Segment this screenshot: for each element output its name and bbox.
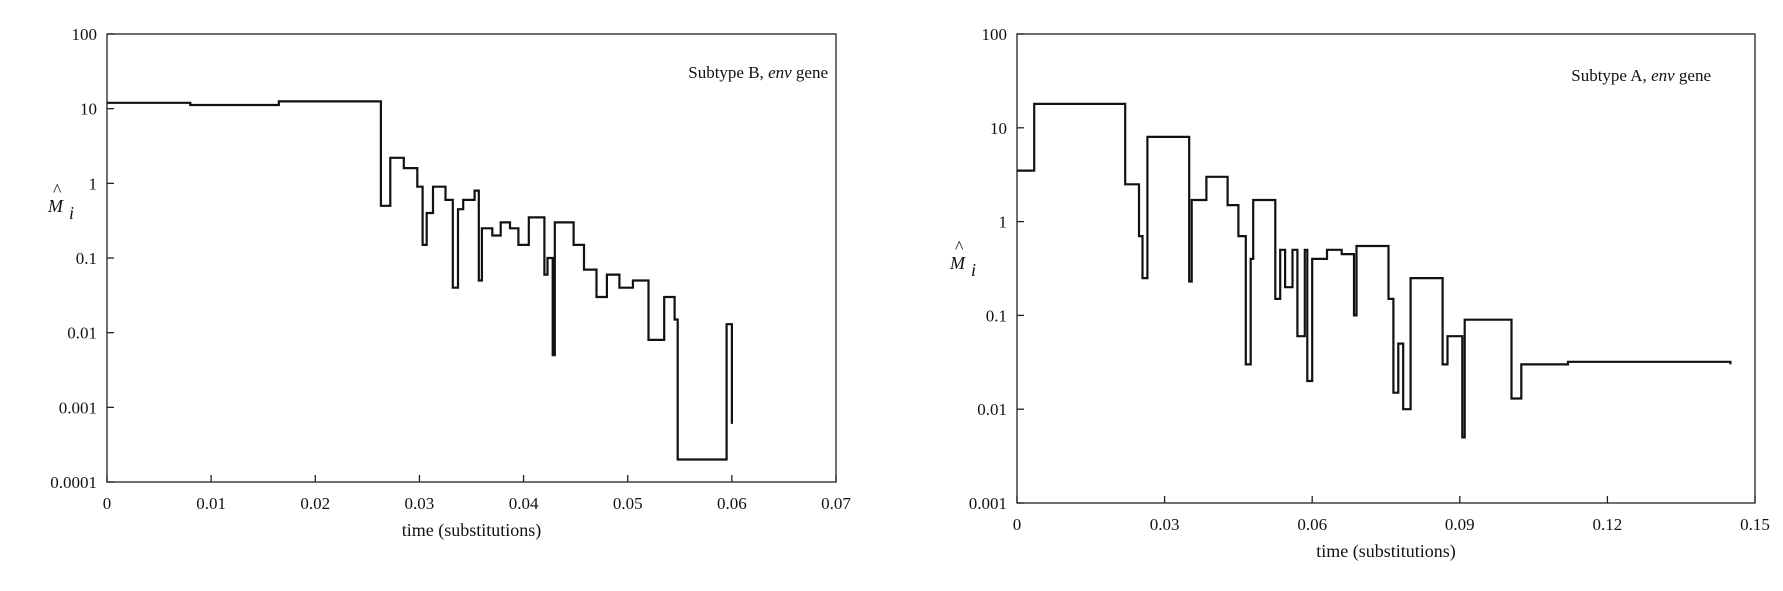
- x-tick-label: 0.05: [613, 494, 643, 513]
- x-tick-label: 0.06: [717, 494, 747, 513]
- y-axis-label-hat: ^: [53, 180, 62, 200]
- annotation-suffix: gene: [1675, 66, 1711, 85]
- y-tick-label: 10: [990, 119, 1007, 138]
- annotation-gene: env: [768, 63, 792, 82]
- x-tick-label: 0.01: [196, 494, 226, 513]
- x-tick-label: 0.03: [405, 494, 435, 513]
- y-tick-label: 0.001: [969, 494, 1007, 513]
- y-axis-label-subscript: i: [971, 260, 976, 280]
- x-tick-label: 0.04: [509, 494, 539, 513]
- plot-frame: [1016, 33, 1756, 504]
- y-tick-label: 0.01: [977, 400, 1007, 419]
- y-tick-label: 100: [982, 25, 1008, 44]
- chart-annotation: Subtype A, env gene: [1571, 66, 1711, 85]
- x-tick-label: 0: [103, 494, 112, 513]
- x-tick-label: 0.03: [1150, 515, 1180, 534]
- x-axis-label: time (substitutions): [402, 520, 542, 541]
- y-tick-label: 0.1: [76, 249, 97, 268]
- y-axis-label-base: M: [949, 253, 966, 273]
- x-tick-label: 0: [1013, 515, 1022, 534]
- x-tick-label: 0.07: [821, 494, 851, 513]
- chart-subtype-a: 0 0.03 0.06 0.09 0.12 0.15 0.001 0.01 0.1 1 10 100 t…: [949, 25, 1770, 562]
- chart-annotation: Subtype B, env gene: [688, 63, 828, 82]
- y-axis-label-hat: ^: [955, 237, 964, 257]
- annotation-prefix: Subtype B,: [688, 63, 768, 82]
- y-axis-label-base: M: [47, 196, 64, 216]
- y-tick-label: 0.1: [986, 306, 1007, 325]
- x-tick-label: 0.06: [1297, 515, 1327, 534]
- y-tick-label: 0.001: [59, 398, 97, 417]
- y-axis-label-subscript: i: [69, 203, 74, 223]
- y-tick-label: 0.0001: [50, 473, 97, 492]
- y-tick-label: 10: [80, 100, 97, 119]
- series-line-0-0: [107, 100, 733, 461]
- y-tick-label: 1: [89, 174, 98, 193]
- x-tick-label: 0.09: [1445, 515, 1475, 534]
- chart-subtype-b: 0 0.01 0.02 0.03 0.04 0.05 0.06 0.07 0.0001 0.001…: [47, 25, 851, 541]
- x-tick-label: 0.15: [1740, 515, 1770, 534]
- x-tick-label: 0.02: [300, 494, 330, 513]
- x-axis-label: time (substitutions): [1316, 541, 1456, 562]
- series-line-1-0: [1017, 102, 1732, 439]
- annotation-prefix: Subtype A,: [1571, 66, 1651, 85]
- annotation-gene: env: [1651, 66, 1675, 85]
- y-axis-label: M^ i: [47, 180, 74, 223]
- y-axis-label: M^ i: [949, 237, 976, 280]
- y-tick-label: 1: [999, 213, 1008, 232]
- y-tick-label: 0.01: [67, 324, 97, 343]
- x-tick-label: 0.12: [1593, 515, 1623, 534]
- annotation-suffix: gene: [792, 63, 828, 82]
- y-tick-label: 100: [72, 25, 98, 44]
